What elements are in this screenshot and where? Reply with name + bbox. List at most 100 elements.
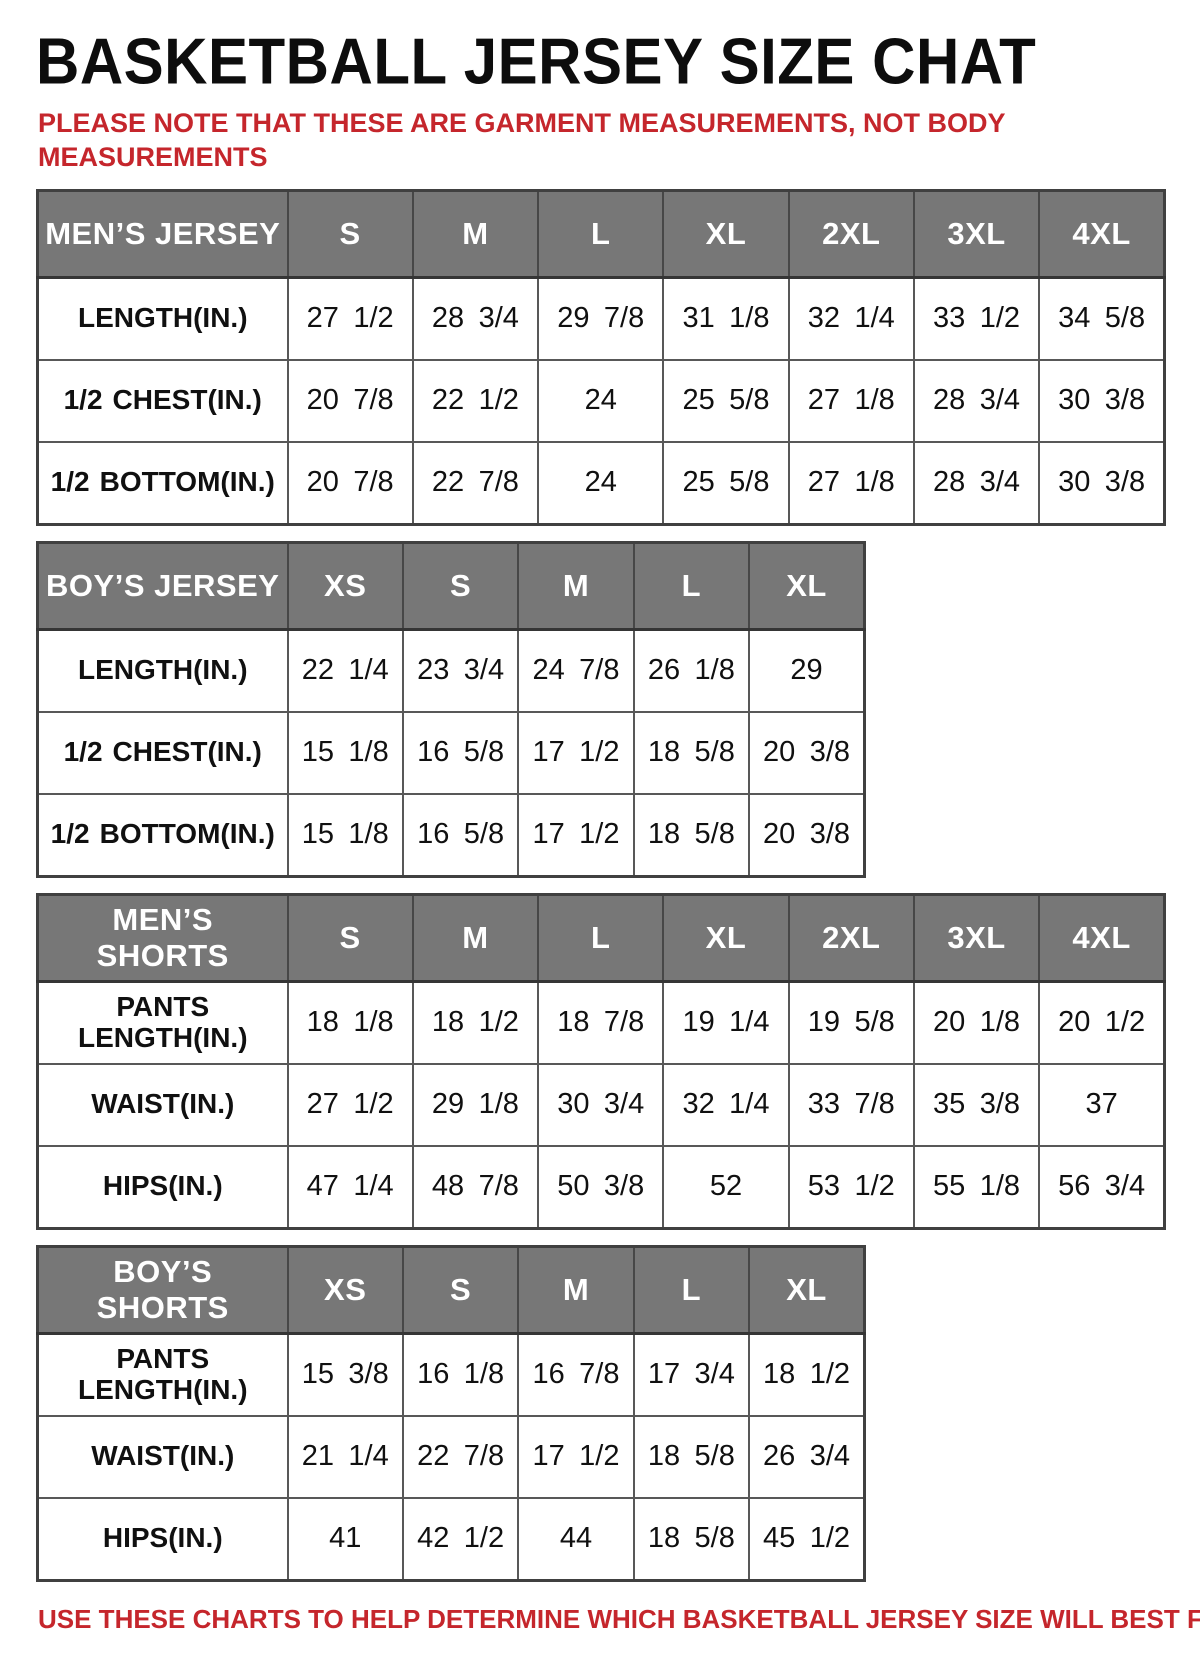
measurement-value: 20 3/8: [748, 710, 866, 795]
size-table-row: 1/2 CHEST(IN.) 15 1/8 16 5/8 17 1/2 18 5/8 20…: [36, 710, 866, 795]
measurement-value: 24: [537, 440, 665, 525]
size-table-row: HIPS(IN.) 41 42 1/2 44 18 5/8 45 1/2: [36, 1496, 866, 1581]
measurement-row-label: WAIST(IN.): [36, 1414, 289, 1499]
table-title-header: MEN’S JERSEY: [36, 189, 289, 279]
measurement-value: 19 1/4: [662, 980, 790, 1065]
size-column-header: M: [517, 1245, 635, 1335]
size-table-header-row: MEN’S SHORTS S M L XL 2XL 3XL 4XL: [36, 893, 1166, 983]
measurement-value: 15 1/8: [286, 710, 404, 795]
measurement-value: 18 5/8: [632, 710, 751, 795]
size-table-row: LENGTH(IN.) 27 1/2 28 3/4 29 7/8 31 1/8 32 1/…: [36, 276, 1166, 361]
measurement-value: 18 5/8: [632, 792, 751, 877]
measurement-value: 23 3/4: [401, 628, 520, 713]
size-table-header-row: BOY’S JERSEY XS S M L XL: [36, 541, 866, 631]
measurement-value: 18 1/2: [411, 980, 540, 1065]
measurement-value: 18 1/8: [286, 980, 414, 1065]
size-column-header: L: [537, 189, 665, 279]
size-column-header: L: [632, 541, 751, 631]
measurement-value: 28 3/4: [912, 440, 1041, 525]
measurement-value: 16 7/8: [517, 1332, 635, 1417]
table-title-header: MEN’S SHORTS: [36, 893, 289, 983]
measurement-value: 34 5/8: [1038, 276, 1166, 361]
size-column-header: L: [632, 1245, 751, 1335]
measurement-value: 32 1/4: [787, 276, 915, 361]
measurement-value: 53 1/2: [787, 1144, 915, 1229]
measurement-value: 35 3/8: [912, 1062, 1041, 1147]
measurement-row-label: 1/2 BOTTOM(IN.): [36, 792, 289, 877]
measurement-value: 22 1/4: [286, 628, 404, 713]
measurement-value: 32 1/4: [662, 1062, 790, 1147]
measurement-row-label: LENGTH(IN.): [36, 628, 289, 713]
table-title-header: BOY’S JERSEY: [36, 541, 289, 631]
mens-jersey-size-table: MEN’S JERSEY S M L XL 2XL 3XL 4XL LENGTH(IN.) 27 …: [36, 188, 1166, 526]
size-column-header: XL: [748, 541, 866, 631]
measurement-value: 47 1/4: [286, 1144, 414, 1229]
size-column-header: XL: [662, 189, 790, 279]
measurement-value: 37: [1038, 1062, 1166, 1147]
size-table-row: 1/2 BOTTOM(IN.) 20 7/8 22 7/8 24 25 5/8 27 1/…: [36, 440, 1166, 525]
measurement-value: 29 1/8: [411, 1062, 540, 1147]
size-table-row: HIPS(IN.) 47 1/4 48 7/8 50 3/8 52 53 1/2 55 1/…: [36, 1144, 1166, 1229]
measurement-value: 16 1/8: [401, 1332, 520, 1417]
boys-shorts-size-table: BOY’S SHORTS XS S M L XL PANTS LENGTH(IN.) 15 3…: [36, 1244, 866, 1582]
measurement-value: 28 3/4: [912, 358, 1041, 443]
measurement-value: 56 3/4: [1038, 1144, 1166, 1229]
measurement-row-label: LENGTH(IN.): [36, 276, 289, 361]
measurement-value: 20 3/8: [748, 792, 866, 877]
measurement-value: 22 7/8: [401, 1414, 520, 1499]
size-table-row: WAIST(IN.) 27 1/2 29 1/8 30 3/4 32 1/4 33 7/8…: [36, 1062, 1166, 1147]
measurement-value: 20 1/8: [912, 980, 1041, 1065]
measurement-value: 26 3/4: [748, 1414, 866, 1499]
size-column-header: S: [401, 1245, 520, 1335]
page-title: BASKETBALL JERSEY SIZE CHAT: [36, 25, 1037, 98]
measurement-value: 33 7/8: [787, 1062, 915, 1147]
measurement-value: 33 1/2: [912, 276, 1041, 361]
size-column-header: L: [537, 893, 665, 983]
size-table-row: 1/2 CHEST(IN.) 20 7/8 22 1/2 24 25 5/8 27 1/8…: [36, 358, 1166, 443]
size-table-row: 1/2 BOTTOM(IN.) 15 1/8 16 5/8 17 1/2 18 5/8 2…: [36, 792, 866, 877]
garment-measurement-note-line1: PLEASE NOTE THAT THESE ARE GARMENT MEASU…: [38, 108, 1006, 138]
measurement-row-label: HIPS(IN.): [36, 1144, 289, 1229]
size-column-header: 2XL: [787, 189, 915, 279]
measurement-value: 41: [286, 1496, 404, 1581]
size-column-header: M: [411, 893, 540, 983]
measurement-value: 17 1/2: [517, 710, 635, 795]
measurement-value: 30 3/4: [537, 1062, 665, 1147]
measurement-value: 27 1/2: [286, 276, 414, 361]
measurement-value: 24: [537, 358, 665, 443]
measurement-value: 45 1/2: [748, 1496, 866, 1581]
size-column-header: S: [286, 893, 414, 983]
measurement-value: 27 1/8: [787, 440, 915, 525]
measurement-row-label: 1/2 BOTTOM(IN.): [36, 440, 289, 525]
measurement-value: 20 7/8: [286, 358, 414, 443]
measurement-value: 29: [748, 628, 866, 713]
size-column-header: 4XL: [1038, 893, 1166, 983]
measurement-value: 20 7/8: [286, 440, 414, 525]
measurement-row-label: PANTS LENGTH(IN.): [36, 980, 289, 1065]
measurement-value: 22 1/2: [411, 358, 540, 443]
measurement-value: 24 7/8: [517, 628, 635, 713]
measurement-value: 22 7/8: [411, 440, 540, 525]
measurement-row-label: 1/2 CHEST(IN.): [36, 358, 289, 443]
size-table-row: LENGTH(IN.) 22 1/4 23 3/4 24 7/8 26 1/8 29: [36, 628, 866, 713]
measurement-value: 55 1/8: [912, 1144, 1041, 1229]
size-column-header: 3XL: [912, 893, 1041, 983]
size-table-row: WAIST(IN.) 21 1/4 22 7/8 17 1/2 18 5/8 26 3/4: [36, 1414, 866, 1499]
measurement-value: 44: [517, 1496, 635, 1581]
measurement-value: 18 5/8: [632, 1414, 751, 1499]
measurement-value: 25 5/8: [662, 358, 790, 443]
measurement-value: 17 1/2: [517, 792, 635, 877]
measurement-value: 30 3/8: [1038, 358, 1166, 443]
measurement-value: 18 5/8: [632, 1496, 751, 1581]
measurement-value: 27 1/8: [787, 358, 915, 443]
measurement-row-label: 1/2 CHEST(IN.): [36, 710, 289, 795]
measurement-value: 48 7/8: [411, 1144, 540, 1229]
measurement-value: 50 3/8: [537, 1144, 665, 1229]
fit-help-note: USE THESE CHARTS TO HELP DETERMINE WHICH…: [38, 1603, 1200, 1634]
measurement-row-label: WAIST(IN.): [36, 1062, 289, 1147]
measurement-value: 18 7/8: [537, 980, 665, 1065]
measurement-value: 42 1/2: [401, 1496, 520, 1581]
size-table-header-row: MEN’S JERSEY S M L XL 2XL 3XL 4XL: [36, 189, 1166, 279]
size-column-header: 2XL: [787, 893, 915, 983]
